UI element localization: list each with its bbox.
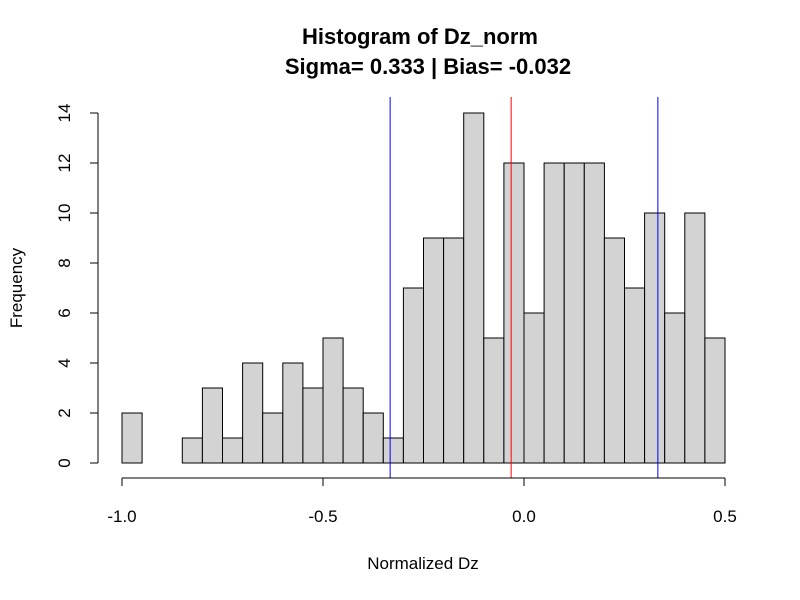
y-tick-label: 0 bbox=[55, 458, 74, 467]
histogram-bar bbox=[583, 162, 605, 464]
histogram-bar bbox=[181, 437, 203, 464]
histogram-bars bbox=[121, 112, 726, 464]
histogram-bar bbox=[242, 362, 264, 464]
histogram-bar bbox=[704, 337, 726, 464]
chart-title: Histogram of Dz_norm bbox=[302, 24, 538, 49]
reference-lines bbox=[389, 97, 659, 478]
x-tick-label: 0.5 bbox=[713, 507, 737, 526]
histogram-bar bbox=[402, 287, 424, 464]
histogram-bar bbox=[201, 387, 223, 464]
y-axis-label: Frequency bbox=[7, 247, 26, 328]
histogram-bar bbox=[443, 237, 465, 464]
histogram-bar bbox=[322, 337, 344, 464]
x-tick-label: -0.5 bbox=[308, 507, 337, 526]
y-tick-label: 10 bbox=[55, 204, 74, 223]
y-tick-label: 8 bbox=[55, 258, 74, 267]
histogram-bar bbox=[483, 337, 505, 464]
y-tick-label: 14 bbox=[55, 104, 74, 123]
histogram-bar bbox=[362, 412, 384, 464]
histogram-bar bbox=[523, 312, 545, 464]
x-tick-label: -1.0 bbox=[107, 507, 136, 526]
histogram-bar bbox=[503, 162, 525, 464]
x-tick-label: 0.0 bbox=[512, 507, 536, 526]
histogram-bar bbox=[644, 212, 666, 464]
histogram-bar bbox=[664, 312, 686, 464]
histogram-bar bbox=[342, 387, 364, 464]
y-tick-label: 12 bbox=[55, 154, 74, 173]
histogram-bar bbox=[282, 362, 304, 464]
histogram-bar bbox=[463, 112, 485, 464]
histogram-bar bbox=[563, 162, 585, 464]
histogram-bar bbox=[302, 387, 324, 464]
histogram-bar bbox=[543, 162, 565, 464]
y-axis: 0 2 4 6 8 10 12 14 bbox=[55, 104, 99, 468]
x-axis-label: Normalized Dz bbox=[367, 554, 478, 573]
y-tick-label: 4 bbox=[55, 358, 74, 367]
y-tick-label: 6 bbox=[55, 308, 74, 317]
histogram-bar bbox=[262, 412, 284, 464]
histogram-bar bbox=[121, 412, 143, 464]
histogram-bar bbox=[222, 437, 244, 464]
chart-subtitle: Sigma= 0.333 | Bias= -0.032 bbox=[285, 54, 571, 79]
histogram-bar bbox=[684, 212, 706, 464]
histogram-bar bbox=[603, 237, 626, 464]
histogram-bar bbox=[382, 437, 404, 464]
x-axis: -1.0 -0.5 0.0 0.5 bbox=[107, 477, 737, 526]
histogram-bar bbox=[423, 237, 445, 464]
y-tick-label: 2 bbox=[55, 408, 74, 417]
histogram-bar bbox=[624, 287, 646, 464]
